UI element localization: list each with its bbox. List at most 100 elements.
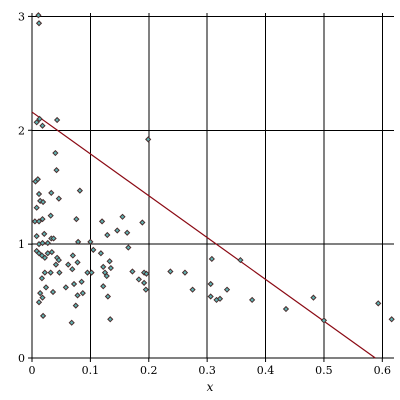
data-point-46 — [73, 215, 80, 223]
data-point-63 — [88, 269, 95, 276]
data-point-60 — [62, 284, 69, 291]
data-point-40 — [39, 294, 46, 301]
data-point-92 — [207, 280, 214, 288]
data-point-53 — [78, 278, 85, 285]
x-tick-label-0: 0 — [29, 364, 36, 377]
data-point-13 — [48, 189, 55, 197]
data-point-62 — [68, 319, 75, 326]
data-point-19 — [47, 212, 54, 219]
y-tick-label-1: 1 — [18, 238, 25, 251]
data-point-45 — [56, 269, 63, 276]
data-point-68 — [106, 258, 113, 265]
x-tick-label-2: 0.2 — [140, 364, 158, 377]
data-point-35 — [55, 256, 62, 264]
data-point-90 — [207, 293, 214, 300]
data-point-101 — [375, 300, 382, 307]
data-point-81 — [139, 219, 146, 226]
data-point-8 — [53, 167, 60, 174]
y-tick-label-0: 0 — [18, 352, 25, 365]
data-points — [31, 12, 395, 326]
data-point-78 — [125, 244, 132, 251]
data-point-12 — [39, 198, 47, 206]
axes — [28, 13, 394, 362]
x-tick-label-5: 0.5 — [315, 364, 333, 377]
data-point-87 — [167, 268, 174, 275]
data-point-2 — [33, 119, 40, 126]
data-point-100 — [320, 317, 328, 324]
data-point-74 — [98, 218, 106, 225]
data-point-18 — [41, 230, 48, 237]
data-point-65 — [100, 263, 107, 271]
data-point-57 — [74, 292, 81, 299]
x-tick-label-6: 0.6 — [374, 364, 392, 377]
data-point-82 — [140, 279, 148, 286]
data-point-38 — [47, 269, 54, 276]
data-point-17 — [39, 215, 46, 223]
data-point-61 — [72, 302, 79, 309]
data-point-64 — [97, 250, 105, 257]
data-point-70 — [103, 272, 110, 280]
data-point-9 — [34, 176, 41, 183]
data-point-72 — [104, 293, 112, 300]
data-point-44 — [49, 288, 57, 296]
data-point-96 — [237, 256, 244, 264]
data-point-4 — [39, 122, 46, 129]
data-point-95 — [223, 286, 231, 293]
data-point-77 — [124, 229, 131, 236]
data-point-32 — [48, 249, 55, 256]
data-point-55 — [90, 246, 97, 253]
data-point-94 — [216, 295, 224, 302]
data-point-42 — [42, 284, 50, 291]
data-point-71 — [100, 283, 107, 290]
data-point-36 — [38, 275, 46, 282]
x-tick-label-1: 0.1 — [82, 364, 100, 377]
data-point-75 — [114, 227, 121, 234]
data-point-0 — [35, 12, 42, 19]
data-point-20 — [55, 195, 62, 202]
data-point-97 — [249, 296, 256, 304]
data-point-33 — [52, 261, 60, 268]
data-point-80 — [135, 276, 142, 283]
data-point-49 — [65, 261, 72, 268]
data-point-98 — [282, 305, 290, 313]
data-point-16 — [35, 218, 43, 225]
data-point-88 — [181, 269, 189, 276]
data-point-52 — [74, 259, 81, 266]
data-point-21 — [33, 233, 40, 240]
data-point-50 — [69, 266, 76, 273]
data-point-58 — [79, 289, 86, 297]
grid — [32, 13, 394, 358]
data-point-43 — [39, 312, 47, 319]
data-point-59 — [70, 280, 78, 288]
data-point-86 — [143, 270, 150, 277]
fit-line-layer — [31, 111, 376, 359]
data-point-56 — [84, 269, 91, 276]
data-point-54 — [87, 238, 94, 245]
data-point-39 — [37, 289, 44, 297]
data-point-91 — [208, 255, 215, 263]
x-tick-label-3: 0.3 — [198, 364, 216, 377]
data-point-102 — [388, 316, 395, 323]
data-point-67 — [104, 231, 111, 239]
data-point-10 — [35, 190, 43, 198]
data-point-14 — [33, 204, 40, 211]
data-point-89 — [189, 286, 196, 293]
data-point-3 — [36, 115, 43, 122]
x-tick-label-4: 0.4 — [257, 364, 275, 377]
data-point-51 — [75, 238, 82, 245]
data-point-99 — [310, 294, 317, 301]
data-point-48 — [69, 252, 76, 259]
tick-labels: 0 0.1 0.2 0.3 0.4 0.5 0.6 0 1 2 3 — [18, 10, 391, 377]
data-point-76 — [119, 213, 126, 220]
data-point-85 — [145, 136, 152, 143]
y-tick-label-2: 2 — [18, 124, 25, 137]
x-axis-label: x — [207, 380, 214, 394]
data-point-69 — [107, 264, 114, 272]
fit-line — [31, 111, 376, 359]
data-point-26 — [50, 235, 57, 242]
data-point-79 — [129, 268, 136, 275]
data-point-47 — [76, 187, 83, 194]
data-point-7 — [52, 149, 59, 157]
data-point-15 — [31, 218, 39, 225]
